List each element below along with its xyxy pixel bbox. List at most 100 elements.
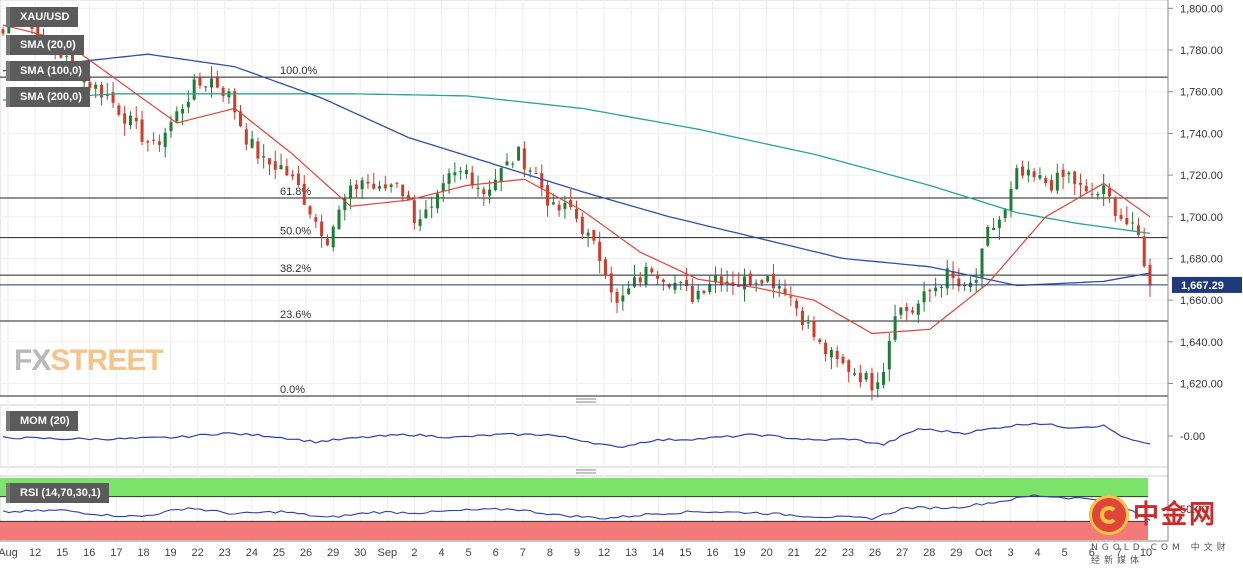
candle-body — [1073, 171, 1077, 184]
x-tick-label: 21 — [788, 547, 800, 559]
candle-body — [511, 163, 515, 165]
candle-body — [546, 185, 550, 206]
candle-body — [181, 108, 185, 114]
x-tick-label: 3 — [1007, 547, 1013, 559]
candle-body — [795, 300, 799, 309]
candle-body — [192, 79, 196, 100]
candle-body — [1009, 189, 1013, 211]
candle-body — [957, 278, 961, 287]
candle-body — [1078, 182, 1082, 185]
candle-body — [314, 217, 318, 222]
candle-body — [522, 148, 526, 170]
mom-tick-label: -0.00 — [1180, 431, 1205, 443]
candle-body — [1148, 264, 1152, 285]
candle-body — [922, 291, 926, 303]
candle-body — [128, 115, 132, 126]
candle-body — [343, 197, 347, 211]
candle-body — [603, 259, 607, 275]
candle-body — [627, 288, 631, 295]
rsi-tag[interactable]: RSI (14,70,30,1) — [6, 483, 109, 503]
candle-body — [378, 186, 382, 189]
candle-body — [1142, 236, 1146, 267]
watermark-text: 中金网 — [1133, 500, 1218, 530]
fib-label: 0.0% — [280, 384, 305, 396]
candle-body — [418, 219, 422, 226]
candle-body — [563, 202, 567, 209]
sma200-tag[interactable]: SMA (200,0) — [6, 87, 90, 107]
candle-body — [760, 280, 764, 284]
candle-body — [789, 296, 793, 298]
candle-body — [714, 275, 718, 283]
candle-body — [389, 184, 393, 187]
x-tick-label: 23 — [842, 547, 854, 559]
candle-body — [459, 171, 463, 173]
candle-body — [88, 82, 92, 88]
candle-body — [992, 227, 996, 231]
watermark: 中金网 NGOLD.COM 中文财经新媒体 — [1087, 492, 1237, 566]
candle-body — [175, 111, 179, 122]
candle-body — [806, 322, 810, 324]
x-tick-label: 22 — [192, 547, 204, 559]
candle-body — [239, 111, 243, 127]
fxstreet-logo: FXSTREET — [14, 344, 164, 378]
candle-body — [198, 77, 202, 86]
candle-body — [569, 199, 573, 207]
candle-body — [117, 105, 121, 115]
candle-body — [673, 282, 677, 290]
candle-body — [354, 184, 358, 190]
candle-body — [210, 78, 214, 88]
x-tick-label: Aug — [0, 547, 18, 559]
candle-body — [99, 84, 103, 98]
candle-body — [725, 281, 729, 283]
y-tick-label: 1,740.00 — [1180, 128, 1223, 140]
candle-body — [1119, 214, 1123, 219]
candle-body — [372, 183, 376, 189]
candle-body — [858, 372, 862, 383]
candle-body — [534, 173, 538, 175]
candle-body — [349, 185, 353, 198]
mom-tag[interactable]: MOM (20) — [6, 411, 78, 431]
candle-body — [1044, 178, 1048, 184]
x-tick-label: 25 — [273, 547, 285, 559]
rsi-oversold-zone — [0, 521, 1148, 540]
candle-body — [71, 53, 75, 65]
x-tick-label: 19 — [733, 547, 745, 559]
candle-body — [325, 238, 329, 246]
x-tick-label: 4 — [1035, 547, 1041, 559]
candle-body — [708, 284, 712, 293]
candle-body — [644, 266, 648, 285]
candle-body — [499, 167, 503, 182]
x-tick-label: 12 — [29, 547, 41, 559]
y-tick-label: 1,780.00 — [1180, 45, 1223, 57]
sma100-tag[interactable]: SMA (100,0) — [6, 61, 90, 81]
fib-label: 100.0% — [280, 65, 318, 77]
symbol-tag[interactable]: XAU/USD — [6, 7, 78, 27]
x-tick-label: 9 — [574, 547, 580, 559]
candle-body — [221, 87, 225, 97]
fib-label: 38.2% — [280, 263, 311, 275]
candle-body — [1113, 197, 1117, 216]
sma20-tag[interactable]: SMA (20,0) — [6, 35, 84, 55]
candle-body — [777, 286, 781, 289]
candle-body — [986, 226, 990, 246]
candle-body — [742, 276, 746, 290]
fib-label: 61.8% — [280, 186, 311, 198]
x-tick-label: 10 — [1140, 547, 1152, 559]
candle-body — [928, 290, 932, 292]
candle-body — [279, 165, 283, 170]
candle-body — [1038, 175, 1042, 179]
candle-body — [771, 274, 775, 289]
candle-body — [679, 282, 683, 284]
candle-body — [882, 372, 886, 385]
candle-body — [1131, 222, 1135, 224]
candle-body — [186, 101, 190, 108]
candle-body — [916, 303, 920, 315]
x-tick-label: 22 — [815, 547, 827, 559]
fib-label: 50.0% — [280, 226, 311, 238]
candle-body — [685, 279, 689, 287]
price-badge — [1172, 276, 1242, 293]
candle-body — [829, 349, 833, 358]
candle-body — [887, 340, 891, 370]
candle-body — [621, 295, 625, 302]
